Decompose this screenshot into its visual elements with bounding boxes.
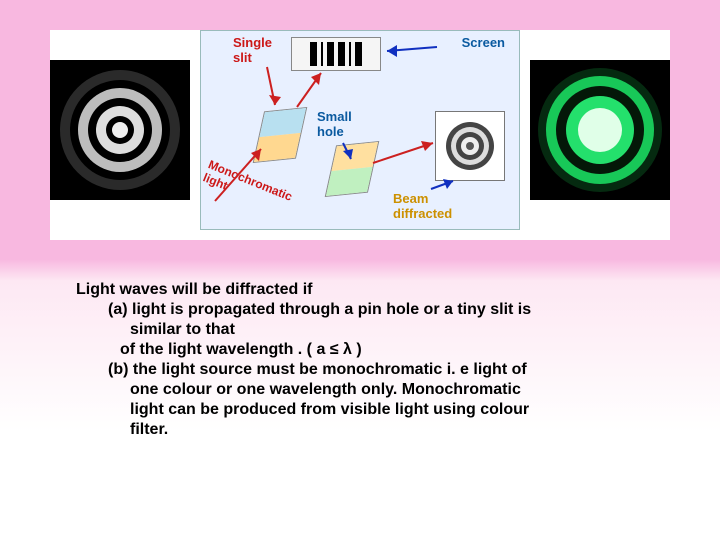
label-beam-diffracted: Beam diffracted <box>393 191 452 221</box>
label-screen: Screen <box>462 35 505 50</box>
screen-with-rings <box>435 111 505 181</box>
slit-pattern-box <box>291 37 381 71</box>
text-b-l4: filter. <box>76 420 656 440</box>
text-title: Light waves will be diffracted if <box>76 280 656 300</box>
text-b-l1: (b) the light source must be monochromat… <box>76 360 656 380</box>
diffraction-rings-green <box>530 60 670 200</box>
explanation-text: Light waves will be diffracted if (a) li… <box>76 280 656 440</box>
diagram-area: Single slit Screen Small hole Beam diffr… <box>50 30 670 240</box>
small-hole-plate <box>325 141 380 197</box>
text-a-l2: similar to that <box>76 320 656 340</box>
label-single-slit: Single slit <box>233 35 272 65</box>
diffraction-rings-grayscale <box>50 60 190 200</box>
diffraction-setup-schematic: Single slit Screen Small hole Beam diffr… <box>200 30 520 230</box>
text-a-l1: (a) light is propagated through a pin ho… <box>76 300 656 320</box>
label-small-hole: Small hole <box>317 109 352 139</box>
label-monochromatic-light: Monochromatic light <box>201 157 294 216</box>
text-a-l3: of the light wavelength . ( a ≤ λ ) <box>76 340 656 360</box>
text-b-l2: one colour or one wavelength only. Monoc… <box>76 380 656 400</box>
text-b-l3: light can be produced from visible light… <box>76 400 656 420</box>
single-slit-plate <box>253 107 308 163</box>
